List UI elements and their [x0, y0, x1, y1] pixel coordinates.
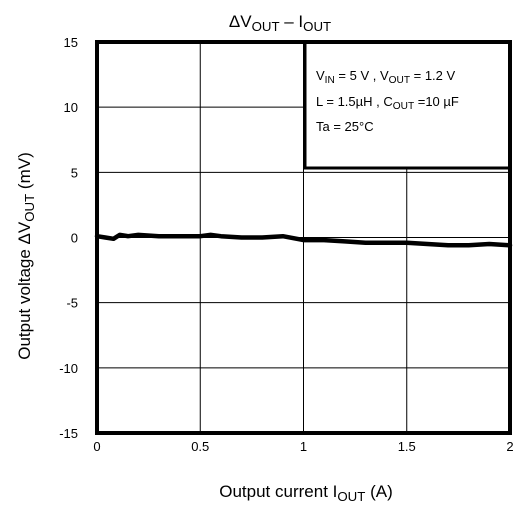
y-tick-label: -15	[59, 426, 78, 441]
y-tick-label: 5	[71, 165, 78, 180]
y-tick-labels: 15 10 5 0 -5 -10 -15	[59, 35, 78, 441]
chart-title: ΔVOUT – IOUT	[229, 12, 331, 34]
y-tick-label: -10	[59, 361, 78, 376]
annotation-line-3: Ta = 25°C	[316, 119, 374, 134]
y-tick-label: 0	[71, 231, 78, 246]
x-tick-labels: 0 0.5 1 1.5 2	[93, 439, 513, 454]
y-tick-label: 10	[64, 100, 78, 115]
y-tick-label: -5	[66, 296, 78, 311]
x-tick-label: 0.5	[191, 439, 209, 454]
x-tick-label: 1.5	[398, 439, 416, 454]
annotation-line-2: L = 1.5µH , COUT =10 µF	[316, 94, 459, 112]
x-tick-label: 1	[300, 439, 307, 454]
series-line	[94, 232, 513, 248]
annotation-line-1: VIN = 5 V , VOUT = 1.2 V	[316, 68, 456, 86]
plot-frame	[95, 40, 512, 435]
annotation-box	[303, 40, 512, 170]
x-axis-label: Output current IOUT (A)	[219, 482, 392, 504]
x-tick-label: 0	[93, 439, 100, 454]
x-tick-label: 2	[506, 439, 513, 454]
y-tick-label: 15	[64, 35, 78, 50]
y-axis-label: Output voltage ΔVOUT (mV)	[15, 152, 37, 360]
